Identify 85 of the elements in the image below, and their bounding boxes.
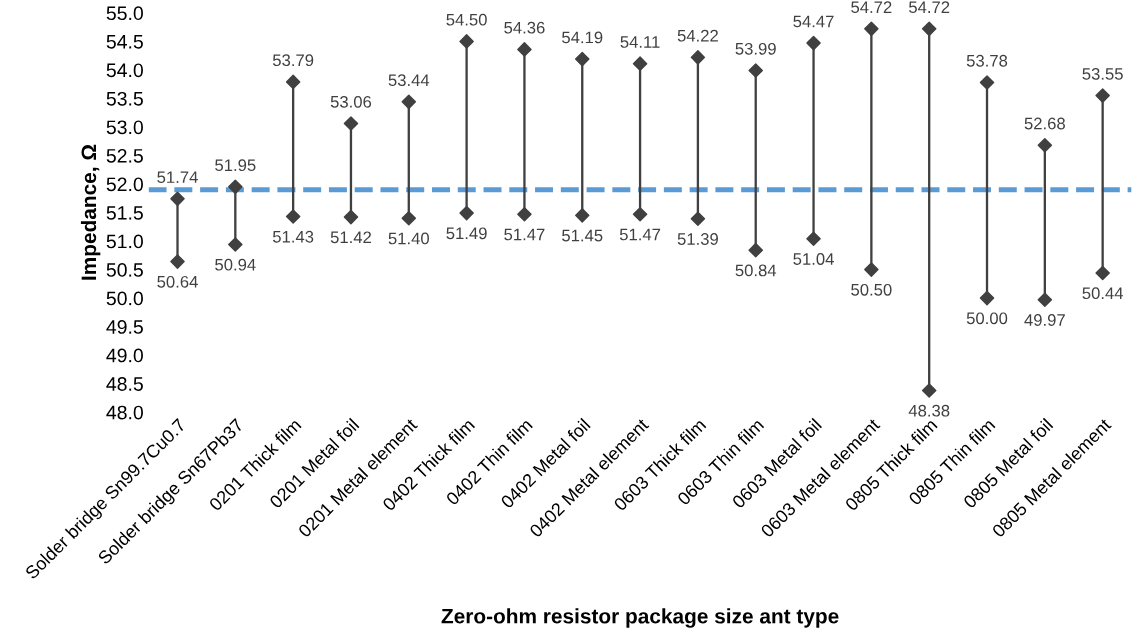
- point: [632, 206, 648, 222]
- point: [806, 35, 821, 51]
- point: [228, 179, 243, 195]
- point: [1037, 292, 1053, 308]
- data-label: 53.55: [1082, 67, 1123, 80]
- data-label: 51.40: [388, 232, 429, 245]
- point: [979, 75, 995, 90]
- point: [864, 262, 879, 277]
- point: [690, 211, 706, 227]
- y-axis-title: Impedance, Ω: [80, 144, 101, 280]
- data-label: 50.64: [157, 275, 198, 288]
- data-label: 54.47: [793, 15, 834, 28]
- data-label: 54.22: [677, 29, 718, 42]
- data-label: 54.11: [620, 36, 660, 48]
- data-label: 54.72: [851, 1, 892, 14]
- point: [285, 209, 301, 224]
- point: [170, 191, 185, 207]
- x-axis-title: Zero-ohm resistor package size ant type: [441, 608, 839, 628]
- point: [517, 206, 532, 222]
- data-label: 50.94: [215, 258, 256, 271]
- y-tick-label: 50.5: [106, 263, 143, 277]
- y-tick-label: 55.0: [106, 6, 143, 21]
- data-label: 48.38: [908, 404, 950, 417]
- data-label: 53.44: [388, 74, 430, 87]
- point: [1095, 265, 1110, 281]
- point: [921, 383, 937, 398]
- data-label: 51.95: [215, 159, 256, 172]
- y-tick-label: 53.0: [106, 120, 143, 135]
- y-tick-label: 51.5: [106, 206, 143, 220]
- data-label: 51.47: [619, 228, 661, 241]
- y-tick-label: 51.0: [106, 234, 143, 249]
- y-tick-label: 52.0: [106, 177, 143, 192]
- data-label: 51.39: [677, 233, 718, 245]
- data-label: 49.97: [1024, 314, 1065, 326]
- point: [806, 231, 821, 247]
- point: [401, 210, 417, 226]
- point: [228, 237, 243, 252]
- point: [748, 63, 764, 78]
- y-tick-label: 49.5: [106, 320, 143, 334]
- data-label: 51.45: [562, 229, 603, 242]
- point: [343, 116, 359, 131]
- data-label: 50.50: [851, 283, 892, 296]
- data-label: 50.00: [966, 312, 1008, 325]
- point: [459, 34, 474, 49]
- data-label: 51.43: [272, 230, 314, 243]
- y-tick-label: 54.5: [106, 35, 143, 49]
- point: [864, 21, 879, 37]
- point: [1095, 88, 1110, 103]
- y-tick-label: 48.5: [106, 377, 143, 391]
- point: [170, 254, 185, 269]
- point: [921, 21, 937, 37]
- point: [632, 56, 648, 71]
- y-tick-label: 54.0: [106, 63, 143, 78]
- point: [748, 242, 764, 258]
- point: [1037, 137, 1053, 153]
- point: [690, 50, 706, 65]
- y-tick-label: 48.0: [106, 405, 143, 420]
- point: [979, 290, 995, 306]
- data-label: 52.68: [1024, 117, 1065, 130]
- point: [285, 74, 301, 90]
- data-label: 53.06: [330, 95, 372, 108]
- data-label: 54.19: [562, 31, 603, 44]
- y-tick-label: 49.0: [106, 348, 143, 363]
- y-tick-label: 52.5: [106, 148, 143, 163]
- data-label: 50.44: [1082, 287, 1124, 300]
- data-label: 53.78: [966, 54, 1008, 67]
- point: [574, 51, 590, 67]
- y-tick-label: 50.0: [106, 291, 143, 306]
- data-label: 53.99: [735, 42, 776, 55]
- point: [343, 209, 359, 225]
- point: [517, 42, 532, 57]
- point: [401, 94, 417, 110]
- point: [574, 208, 590, 223]
- y-tick-label: 53.5: [106, 91, 143, 106]
- data-label: 54.50: [446, 13, 487, 26]
- data-label: 53.79: [272, 54, 314, 67]
- point: [459, 205, 474, 221]
- data-label: 51.49: [446, 227, 487, 240]
- data-label: 51.74: [157, 171, 198, 184]
- data-label: 50.84: [735, 264, 777, 277]
- data-label: 51.47: [504, 228, 545, 241]
- data-label: 54.72: [909, 1, 950, 14]
- data-label: 51.42: [330, 231, 371, 244]
- data-label: 54.36: [504, 21, 545, 34]
- data-label: 51.04: [793, 253, 834, 265]
